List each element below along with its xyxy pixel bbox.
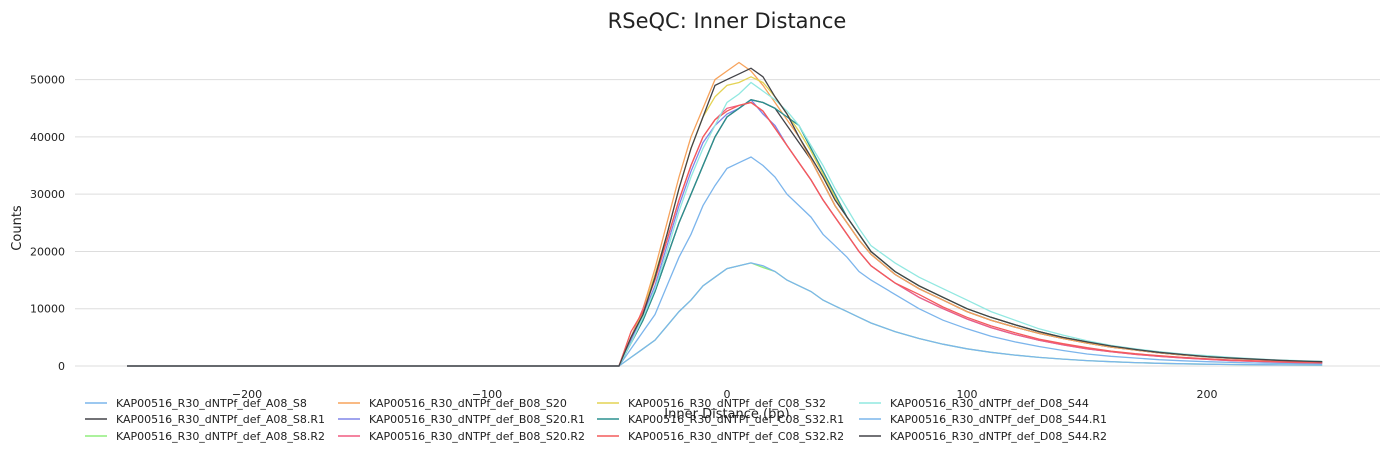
y-tick-label: 30000 [30, 188, 65, 201]
legend-label: KAP00516_R30_dNTPf_def_C08_S32.R1 [628, 413, 844, 426]
series-line [127, 98, 1323, 367]
legend-label: KAP00516_R30_dNTPf_def_D08_S44 [890, 397, 1089, 410]
x-tick-label: 0 [724, 388, 731, 401]
series-line [127, 99, 1323, 367]
y-axis-label: Counts [10, 205, 25, 251]
y-tick-label: 50000 [30, 74, 65, 87]
y-axis: 0 10000 20000 30000 40000 50000 [30, 74, 65, 373]
legend-item[interactable]: KAP00516_R30_dNTPf_def_A08_S8.R2 [85, 430, 325, 443]
legend-label: KAP00516_R30_dNTPf_def_C08_S32 [628, 397, 826, 410]
legend-label: KAP00516_R30_dNTPf_def_D08_S44.R2 [890, 430, 1107, 443]
x-axis-label: Inner Distance (bp) [664, 407, 789, 422]
legend-item[interactable]: KAP00516_R30_dNTPf_def_B08_S20 [338, 397, 567, 410]
legend-label: KAP00516_R30_dNTPf_def_A08_S8.R1 [116, 413, 325, 426]
chart-title: RSeQC: Inner Distance [608, 9, 847, 33]
x-tick-label: −200 [232, 388, 262, 401]
legend-item[interactable]: KAP00516_R30_dNTPf_def_B08_S20.R2 [338, 430, 585, 443]
legend[interactable]: KAP00516_R30_dNTPf_def_A08_S8 KAP00516_R3… [85, 397, 1107, 443]
legend-item[interactable]: KAP00516_R30_dNTPf_def_C08_S32 [597, 397, 826, 410]
legend-label: KAP00516_R30_dNTPf_def_D08_S44.R1 [890, 413, 1107, 426]
y-tick-label: 20000 [30, 245, 65, 258]
y-tick-label: 0 [58, 360, 65, 373]
legend-label: KAP00516_R30_dNTPf_def_B08_S20.R2 [369, 430, 585, 443]
legend-label: KAP00516_R30_dNTPf_def_C08_S32.R2 [628, 430, 844, 443]
y-tick-label: 10000 [30, 303, 65, 316]
legend-label: KAP00516_R30_dNTPf_def_B08_S20.R1 [369, 413, 585, 426]
series-line [127, 101, 1323, 367]
series-line [127, 101, 1323, 367]
series-line [127, 262, 1323, 367]
y-tick-label: 40000 [30, 131, 65, 144]
legend-label: KAP00516_R30_dNTPf_def_B08_S20 [369, 397, 567, 410]
series-line [127, 81, 1323, 367]
legend-label: KAP00516_R30_dNTPf_def_A08_S8 [116, 397, 307, 410]
x-axis: −200 −100 0 100 200 [232, 388, 1218, 401]
x-tick-label: 200 [1197, 388, 1218, 401]
legend-item[interactable]: KAP00516_R30_dNTPf_def_A08_S8 [85, 397, 307, 410]
legend-item[interactable]: KAP00516_R30_dNTPf_def_B08_S20.R1 [338, 413, 585, 426]
legend-item[interactable]: KAP00516_R30_dNTPf_def_D08_S44.R2 [859, 430, 1107, 443]
legend-item[interactable]: KAP00516_R30_dNTPf_def_D08_S44 [859, 397, 1089, 410]
x-tick-label: 100 [957, 388, 978, 401]
series-line [127, 156, 1323, 367]
plot-series [127, 61, 1323, 367]
series-line [127, 67, 1323, 367]
legend-item[interactable]: KAP00516_R30_dNTPf_def_C08_S32.R2 [597, 430, 844, 443]
gridlines [75, 79, 1380, 367]
legend-item[interactable]: KAP00516_R30_dNTPf_def_C08_S32.R1 [597, 413, 844, 426]
series-line [127, 99, 1323, 367]
legend-item[interactable]: KAP00516_R30_dNTPf_def_A08_S8.R1 [85, 413, 325, 426]
x-tick-label: −100 [472, 388, 502, 401]
legend-label: KAP00516_R30_dNTPf_def_A08_S8.R2 [116, 430, 325, 443]
legend-item[interactable]: KAP00516_R30_dNTPf_def_D08_S44.R1 [859, 413, 1107, 426]
